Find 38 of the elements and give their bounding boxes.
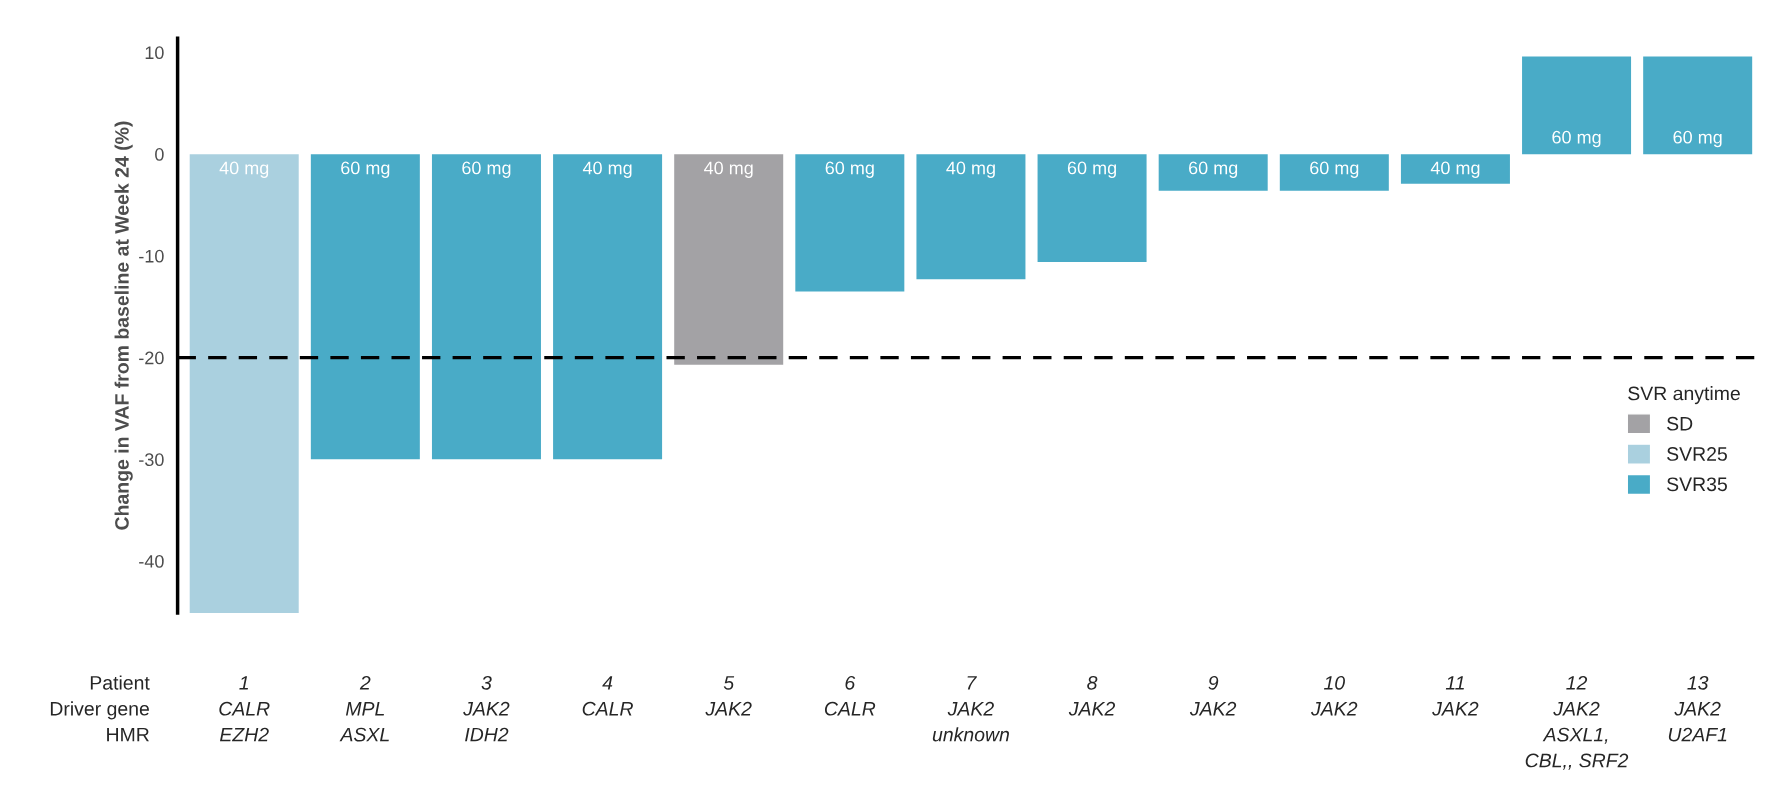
y-tick-label: -10 <box>139 249 164 263</box>
annotation: 40 mg <box>946 161 995 178</box>
y-tick-label: 0 <box>155 148 164 161</box>
y-tick-label: -30 <box>139 453 164 467</box>
annotation: 60 mg <box>1067 161 1116 178</box>
annotation: 60 mg <box>341 161 390 178</box>
x-tick-label: 1 CALR EZH2 <box>219 676 270 742</box>
x-tick-label: 8 JAK2 <box>1068 675 1116 716</box>
annotation: 60 mg <box>825 161 874 178</box>
x-tick-label: 12 JAK2 ASXL1, CBL,, SRF2 <box>1525 675 1629 770</box>
annotation: 60 mg <box>1673 130 1722 148</box>
y-tick-label: 10 <box>145 46 164 60</box>
x-tick-label: 13 JAK2 U2AF1 <box>1668 675 1727 742</box>
annotation: 40 mg <box>582 161 632 178</box>
annotation: 40 mg <box>1430 161 1480 178</box>
x-tick-label: 3 JAK2 IDH2 <box>463 675 510 742</box>
annotation: 60 mg <box>1552 130 1601 148</box>
annotation: 60 mg <box>1310 161 1359 178</box>
y-tick-label: -40 <box>139 555 164 568</box>
annotation: 40 mg <box>219 161 269 178</box>
legend-label: SD <box>1667 416 1693 431</box>
x-tick-label: 6 CALR <box>824 675 876 716</box>
x-tick-label: 5 JAK2 <box>705 676 752 716</box>
annotation: 40 mg <box>704 161 753 178</box>
x-tick-label: 10 JAK2 <box>1311 675 1358 716</box>
x-tick-label: 7 JAK2 unknown <box>932 676 1009 742</box>
annotation: 60 mg <box>1189 161 1238 178</box>
y-tick-label: -20 <box>139 351 164 365</box>
x-tick-label: 4 CALR <box>582 676 633 716</box>
x-tick-label: 2 MPL ASXL <box>339 675 389 742</box>
legend-label: SVR35 <box>1667 477 1727 492</box>
x-tick-label: 11 JAK2 <box>1432 676 1479 716</box>
x-axis-title: Patient Driver gene HMR <box>50 675 150 742</box>
y-axis-title: Change in VAF from baseline at Week 24 (%) <box>114 121 133 530</box>
annotation: 60 mg <box>462 161 511 178</box>
legend-label: SVR25 <box>1667 447 1727 461</box>
legend-title: SVR anytime <box>1628 386 1740 405</box>
x-tick-label: 9 JAK2 <box>1189 675 1237 716</box>
